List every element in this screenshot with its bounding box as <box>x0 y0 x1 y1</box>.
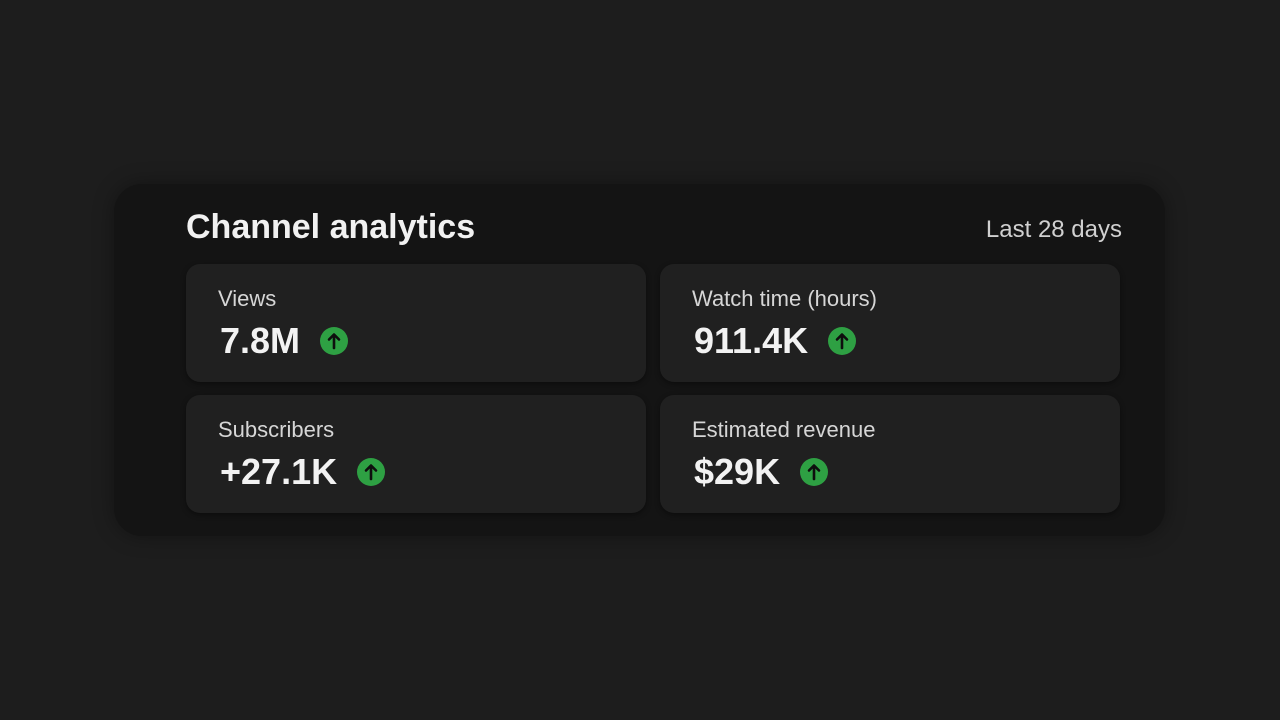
metric-value: +27.1K <box>220 451 338 492</box>
metric-value: 7.8M <box>220 320 301 361</box>
trend-up-icon <box>320 327 349 355</box>
metric-row: 911.4K <box>694 320 857 362</box>
metric-tile[interactable]: Watch time (hours) 911.4K <box>660 264 1120 382</box>
metric-tile[interactable]: Views 7.8M <box>186 264 646 382</box>
metric-label: Watch time (hours) <box>692 286 878 311</box>
metric-value: 911.4K <box>694 320 809 361</box>
metric-label: Subscribers <box>218 417 335 442</box>
metric-tile[interactable]: Subscribers +27.1K <box>186 395 646 513</box>
metric-value: $29K <box>694 451 781 492</box>
metric-label: Estimated revenue <box>692 417 876 442</box>
trend-up-icon <box>357 458 386 486</box>
card-title: Channel analytics <box>186 208 476 246</box>
analytics-card: Channel analytics Last 28 days Views 7.8M… <box>114 184 1165 536</box>
metric-row: +27.1K <box>220 451 386 493</box>
metric-label: Views <box>218 286 277 311</box>
trend-up-icon <box>800 458 829 486</box>
date-range[interactable]: Last 28 days <box>985 216 1122 243</box>
metric-tile[interactable]: Estimated revenue $29K <box>660 395 1120 513</box>
metric-row: 7.8M <box>220 320 349 362</box>
metric-row: $29K <box>694 451 829 493</box>
trend-up-icon <box>828 327 857 355</box>
